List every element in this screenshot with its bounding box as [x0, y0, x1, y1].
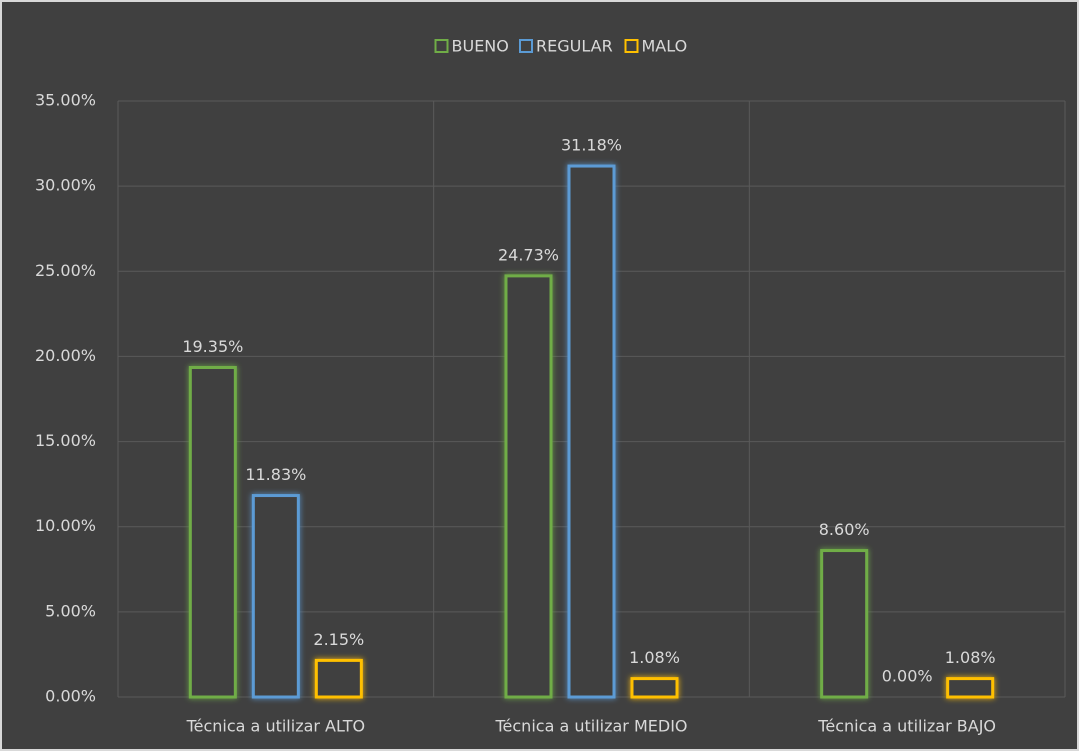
y-tick-label: 10.00%: [35, 516, 96, 535]
x-tick-label: Técnica a utilizar BAJO: [817, 717, 996, 736]
legend-swatch: [519, 39, 533, 53]
x-tick-label: Técnica a utilizar MEDIO: [494, 717, 687, 736]
y-tick-label: 35.00%: [35, 91, 96, 110]
legend-swatch: [434, 39, 449, 53]
data-label: 24.73%: [498, 245, 559, 264]
data-label: 19.35%: [182, 337, 243, 356]
bar: [251, 494, 300, 699]
y-tick-label: 25.00%: [35, 261, 96, 280]
data-label: 2.15%: [313, 630, 364, 649]
bar: [946, 677, 995, 699]
data-label: 0.00%: [882, 667, 933, 686]
bar: [504, 274, 553, 699]
y-tick-label: 0.00%: [45, 687, 96, 706]
data-label: 11.83%: [245, 465, 306, 484]
legend-swatch: [624, 39, 639, 53]
bar: [188, 365, 237, 699]
data-label: 8.60%: [819, 520, 870, 539]
x-tick-label: Técnica a utilizar ALTO: [186, 717, 366, 736]
legend-label: MALO: [642, 37, 688, 56]
data-label: 31.18%: [561, 136, 622, 155]
data-label: 1.08%: [945, 648, 996, 667]
bar: [630, 677, 679, 699]
bar: [314, 658, 363, 699]
y-tick-label: 5.00%: [45, 601, 96, 620]
bar: [567, 164, 616, 699]
y-tick-label: 30.00%: [35, 176, 96, 195]
y-tick-label: 15.00%: [35, 431, 96, 450]
bar: [820, 549, 869, 699]
legend-label: REGULAR: [536, 37, 613, 56]
y-tick-label: 20.00%: [35, 346, 96, 365]
data-label: 1.08%: [629, 648, 680, 667]
legend-label: BUENO: [452, 37, 509, 56]
